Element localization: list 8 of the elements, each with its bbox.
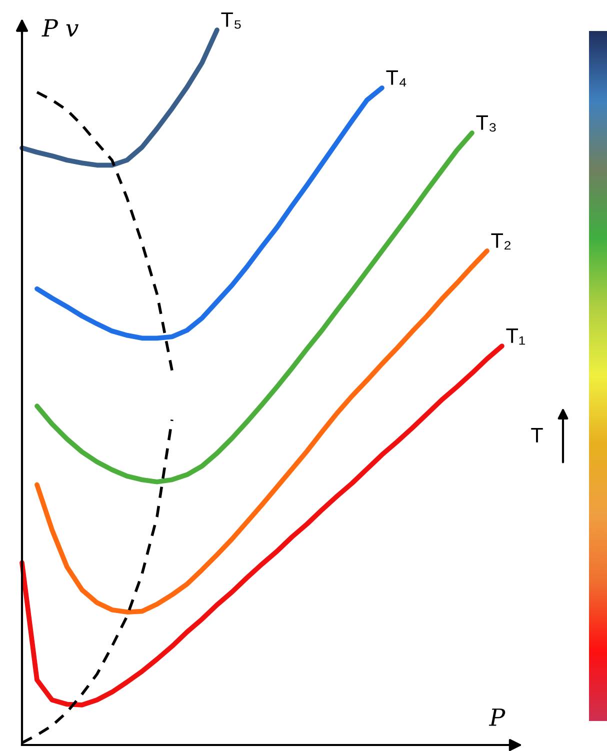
y-axis-title: P v [42,19,79,37]
series-label: T₄ [386,70,406,87]
text: T [531,428,543,442]
x-axis-title: P [488,708,506,726]
series-label: T₅ [221,12,241,29]
series-label: T₂ [491,233,511,250]
series-label: T₁ [506,328,525,345]
series-label: T₃ [476,115,496,132]
